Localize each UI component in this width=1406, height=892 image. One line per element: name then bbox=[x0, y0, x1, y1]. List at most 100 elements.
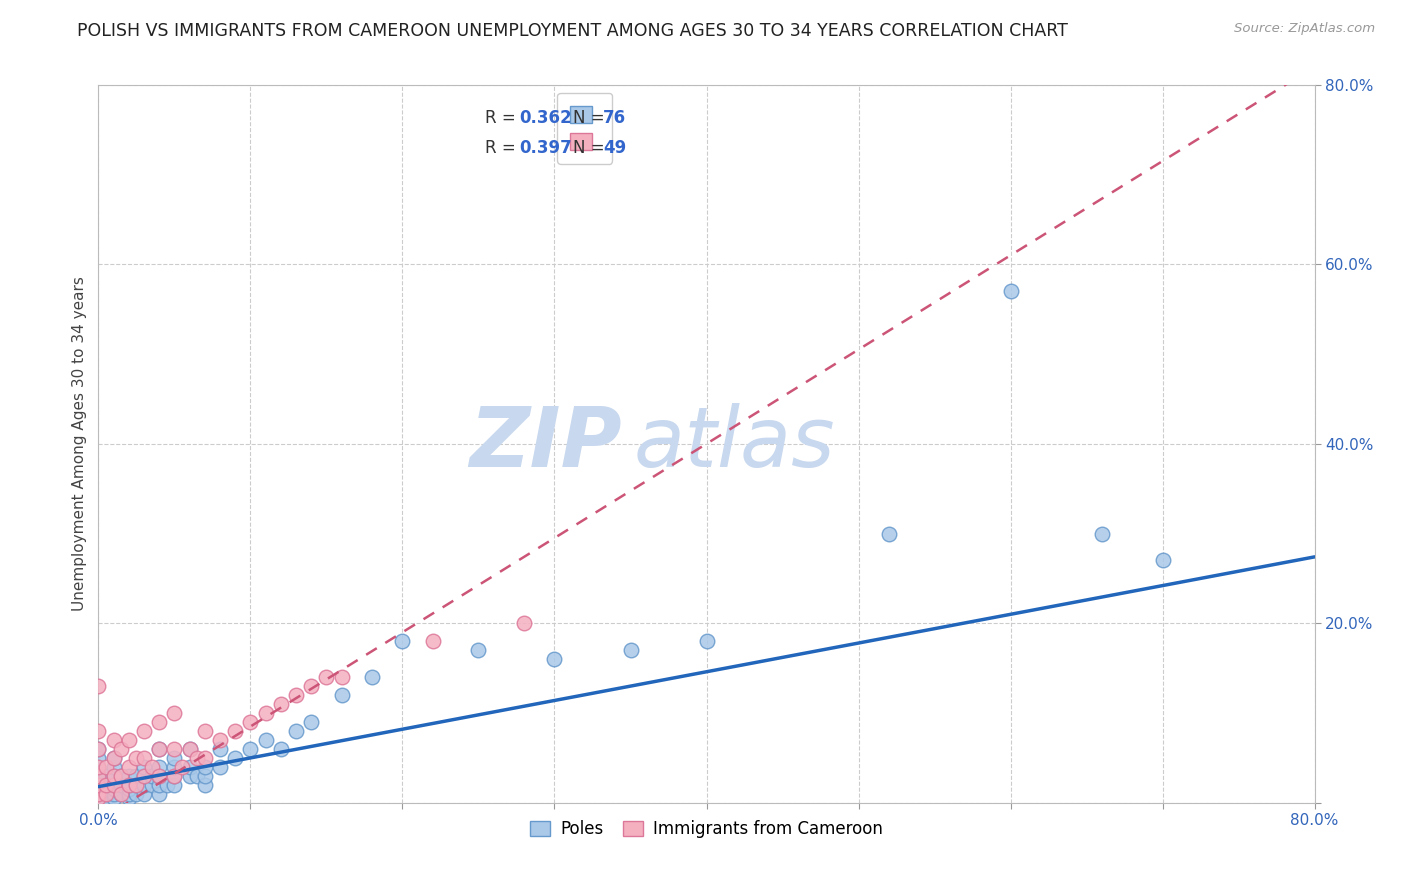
Point bbox=[125, 778, 148, 792]
Point bbox=[132, 769, 155, 783]
Point bbox=[186, 769, 208, 783]
Text: N =: N = bbox=[572, 139, 610, 157]
Point bbox=[103, 769, 125, 783]
Point bbox=[94, 778, 117, 792]
Point bbox=[87, 769, 110, 783]
Point bbox=[148, 760, 170, 774]
Point bbox=[103, 751, 125, 765]
Point bbox=[330, 688, 353, 702]
Point bbox=[87, 742, 110, 756]
Point bbox=[299, 714, 322, 729]
Point bbox=[87, 782, 110, 797]
Point bbox=[87, 778, 110, 792]
Point bbox=[163, 742, 186, 756]
Point bbox=[94, 769, 117, 783]
Point bbox=[224, 724, 246, 739]
Point bbox=[239, 742, 262, 756]
Point bbox=[209, 742, 232, 756]
Text: atlas: atlas bbox=[634, 403, 835, 484]
Point bbox=[87, 791, 110, 805]
Y-axis label: Unemployment Among Ages 30 to 34 years: Unemployment Among Ages 30 to 34 years bbox=[72, 277, 87, 611]
Point bbox=[194, 760, 217, 774]
Point bbox=[103, 769, 125, 783]
Point bbox=[141, 769, 163, 783]
Point bbox=[543, 652, 565, 666]
Point bbox=[87, 787, 110, 801]
Point bbox=[87, 787, 110, 801]
Point bbox=[513, 616, 536, 631]
Point bbox=[194, 751, 217, 765]
Point bbox=[118, 787, 141, 801]
Point bbox=[285, 688, 308, 702]
Point bbox=[1091, 526, 1114, 541]
Point bbox=[179, 769, 201, 783]
Point bbox=[118, 769, 141, 783]
Point bbox=[87, 791, 110, 805]
Point bbox=[163, 751, 186, 765]
Point bbox=[110, 787, 132, 801]
Point bbox=[87, 773, 110, 788]
Point bbox=[87, 778, 110, 792]
Text: 49: 49 bbox=[603, 139, 627, 157]
Point bbox=[118, 760, 141, 774]
Point bbox=[125, 769, 148, 783]
Point bbox=[467, 643, 489, 657]
Point bbox=[179, 742, 201, 756]
Point bbox=[118, 791, 141, 805]
Point bbox=[877, 526, 900, 541]
Point bbox=[270, 742, 292, 756]
Point bbox=[125, 778, 148, 792]
Point bbox=[132, 724, 155, 739]
Point bbox=[125, 787, 148, 801]
Point bbox=[254, 733, 277, 747]
Point bbox=[132, 751, 155, 765]
Point bbox=[103, 778, 125, 792]
Point bbox=[148, 769, 170, 783]
Point bbox=[1152, 553, 1174, 567]
Point bbox=[87, 760, 110, 774]
Point bbox=[87, 742, 110, 756]
Point bbox=[163, 706, 186, 720]
Point bbox=[148, 769, 170, 783]
Point bbox=[148, 742, 170, 756]
Point bbox=[696, 634, 718, 648]
Point bbox=[330, 670, 353, 684]
Point bbox=[87, 751, 110, 765]
Point bbox=[132, 769, 155, 783]
Text: N =: N = bbox=[572, 109, 610, 128]
Point bbox=[315, 670, 337, 684]
Point bbox=[179, 760, 201, 774]
Point bbox=[87, 724, 110, 739]
Point bbox=[103, 733, 125, 747]
Point bbox=[194, 778, 217, 792]
Point bbox=[110, 778, 132, 792]
Text: POLISH VS IMMIGRANTS FROM CAMEROON UNEMPLOYMENT AMONG AGES 30 TO 34 YEARS CORREL: POLISH VS IMMIGRANTS FROM CAMEROON UNEMP… bbox=[77, 22, 1069, 40]
Point bbox=[132, 760, 155, 774]
Point bbox=[118, 778, 141, 792]
Point bbox=[391, 634, 413, 648]
Point bbox=[141, 778, 163, 792]
Point bbox=[94, 778, 117, 792]
Point bbox=[163, 769, 186, 783]
Text: ZIP: ZIP bbox=[468, 403, 621, 484]
Text: 0.397: 0.397 bbox=[519, 139, 572, 157]
Legend: Poles, Immigrants from Cameroon: Poles, Immigrants from Cameroon bbox=[523, 814, 890, 845]
Point bbox=[94, 791, 117, 805]
Text: R =: R = bbox=[485, 109, 522, 128]
Text: 0.362: 0.362 bbox=[519, 109, 572, 128]
Point bbox=[94, 782, 117, 797]
Point bbox=[239, 714, 262, 729]
Point bbox=[118, 733, 141, 747]
Point bbox=[141, 760, 163, 774]
Point bbox=[148, 714, 170, 729]
Point bbox=[94, 760, 117, 774]
Point bbox=[103, 787, 125, 801]
Point bbox=[103, 778, 125, 792]
Point bbox=[103, 773, 125, 788]
Point bbox=[87, 769, 110, 783]
Point bbox=[156, 778, 179, 792]
Point bbox=[163, 769, 186, 783]
Text: Source: ZipAtlas.com: Source: ZipAtlas.com bbox=[1234, 22, 1375, 36]
Point bbox=[110, 769, 132, 783]
Point bbox=[209, 733, 232, 747]
